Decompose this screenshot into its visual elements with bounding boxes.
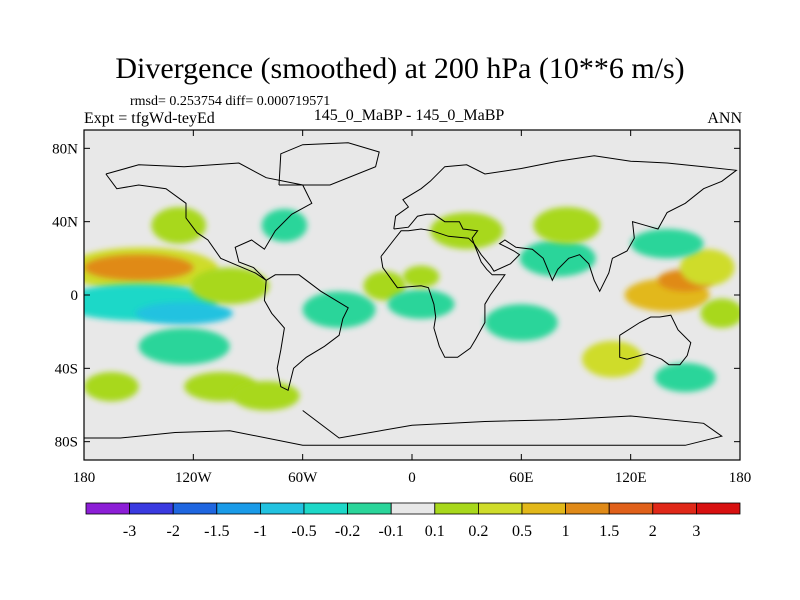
field-region-22 [630, 229, 704, 259]
colorbar-label-12: 2 [649, 523, 657, 540]
stats-text: rmsd= 0.253754 diff= 0.000719571 [130, 94, 331, 109]
colorbar-box-14 [696, 502, 741, 515]
field-region-23 [700, 298, 740, 328]
colorbar-label-3: -1 [254, 523, 267, 540]
colorbar-box-2 [172, 502, 218, 515]
y-tick-label-4: 80S [55, 435, 78, 451]
coastline-4 [380, 228, 506, 358]
colorbar-box-6 [347, 502, 392, 515]
colorbar-label-0: -3 [123, 523, 136, 540]
colorbar: -3 -2 -1.5 -1 -0.5 -0.2 -0.1 0.1 0.2 0.5 1 1.5 2 3 [85, 502, 741, 540]
field-region-10 [302, 291, 376, 328]
coastline-0 [105, 162, 313, 281]
colorbar-box-3 [216, 502, 261, 515]
continent-outlines [84, 142, 738, 446]
x-axis: 180 120W 60W 0 60E 120E 180 [73, 130, 752, 486]
colorbar-box-9 [477, 502, 523, 515]
divergence-field [84, 207, 740, 411]
x-tick-label-6: 180 [729, 470, 752, 486]
case-label: 145_0_MaBP - 145_0_MaBP [313, 107, 505, 124]
field-region-14 [402, 265, 440, 288]
y-tick-label-1: 40N [52, 215, 78, 231]
x-tick-label-3: 0 [408, 470, 416, 486]
colorbar-label-13: 3 [692, 523, 700, 540]
field-region-24 [654, 362, 716, 393]
colorbar-box-12 [608, 502, 654, 515]
field-region-9 [261, 208, 308, 242]
field-region-5 [190, 267, 270, 305]
colorbar-box-4 [259, 502, 305, 515]
colorbar-box-8 [434, 502, 479, 515]
coastline-3 [393, 155, 738, 293]
field-region-16 [533, 207, 601, 244]
coastline-1 [263, 274, 349, 392]
coastline-2 [278, 142, 380, 186]
y-tick-label-0: 80N [52, 141, 78, 157]
field-region-2 [151, 207, 207, 244]
coastline-5 [619, 314, 692, 366]
field-region-11 [363, 271, 406, 301]
field-region-21 [679, 249, 735, 286]
field-region-13 [430, 212, 504, 250]
y-tick-label-3: 40S [55, 361, 78, 377]
coastline-6 [84, 410, 723, 446]
experiment-label: Expt = tfgWd-teyEd [84, 110, 215, 127]
colorbar-box-11 [565, 502, 610, 515]
colorbar-label-2: -1.5 [204, 523, 229, 540]
x-tick-label-2: 60W [288, 470, 318, 486]
colorbar-label-7: 0.1 [425, 523, 445, 540]
field-region-1 [84, 254, 194, 281]
field-region-12 [387, 289, 455, 319]
chart-title: Divergence (smoothed) at 200 hPa (10**6 … [115, 52, 685, 85]
colorbar-label-10: 1 [562, 523, 570, 540]
y-tick-label-2: 0 [71, 288, 79, 304]
colorbar-label-9: 0.5 [512, 523, 532, 540]
colorbar-label-4: -0.5 [291, 523, 316, 540]
x-tick-label-1: 120W [175, 470, 213, 486]
colorbar-label-11: 1.5 [599, 523, 619, 540]
colorbar-box-7 [390, 502, 436, 515]
x-tick-label-5: 120E [615, 470, 647, 486]
colorbar-box-10 [521, 502, 566, 515]
field-region-6 [138, 328, 230, 365]
x-tick-label-4: 60E [509, 470, 533, 486]
colorbar-box-0 [85, 502, 130, 515]
field-region-25 [84, 372, 139, 402]
y-axis: 80N 40N 0 40S 80S [52, 141, 740, 451]
colorbar-box-1 [129, 502, 174, 515]
colorbar-label-5: -0.2 [335, 523, 360, 540]
colorbar-box-5 [303, 502, 348, 515]
colorbar-label-1: -2 [167, 523, 180, 540]
field-region-8 [232, 381, 300, 411]
field-region-18 [582, 340, 643, 378]
colorbar-box-13 [652, 502, 697, 515]
field-region-4 [135, 302, 233, 325]
season-label: ANN [707, 110, 742, 127]
colorbar-label-8: 0.2 [468, 523, 488, 540]
x-tick-label-0: 180 [73, 470, 96, 486]
colorbar-label-6: -0.1 [379, 523, 404, 540]
field-region-17 [484, 304, 558, 341]
field-region-15 [519, 240, 596, 277]
